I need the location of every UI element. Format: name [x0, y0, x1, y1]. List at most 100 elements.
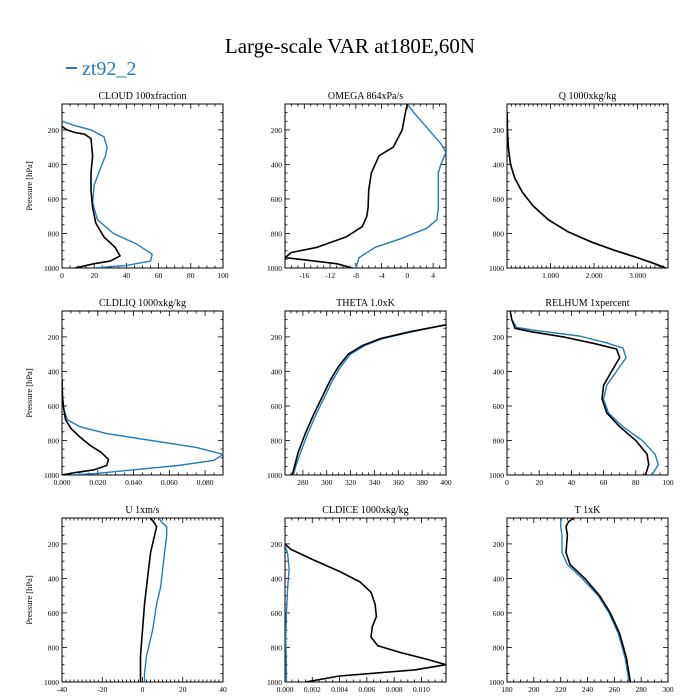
y-tick-label: 800 — [48, 436, 60, 445]
panel-title: RELHUM 1xpercent — [545, 298, 629, 309]
series-line-zt92-2 — [509, 311, 659, 475]
x-tick-label: 260 — [609, 685, 621, 694]
x-tick-label: -8 — [353, 271, 359, 280]
x-tick-label: 60 — [155, 271, 163, 280]
y-tick-label: 800 — [493, 229, 505, 238]
plot-frame — [61, 310, 224, 476]
plot-frame — [284, 310, 447, 476]
chart-panel: OMEGA 864xPa/s 200 400 600 800 1000 -16 -12 -8 -4… — [267, 91, 447, 280]
x-tick-label: 0.004 — [331, 685, 348, 694]
x-tick-label: 340 — [369, 478, 381, 487]
y-tick-label: 800 — [493, 436, 505, 445]
y-tick-label: 400 — [493, 367, 505, 376]
y-tick-label: 400 — [48, 367, 60, 376]
x-tick-label: 0 — [505, 478, 509, 487]
series-line-reference — [509, 311, 650, 475]
y-tick-label: 1000 — [489, 471, 504, 480]
series-line-zt92-2 — [285, 543, 290, 682]
y-tick-label: 1000 — [267, 264, 282, 273]
x-tick-label: 380 — [417, 478, 429, 487]
x-tick-label: 100 — [217, 271, 229, 280]
series-line-zt92-2 — [62, 120, 153, 268]
x-tick-label: 40 — [123, 271, 131, 280]
x-tick-label: 0 — [405, 271, 409, 280]
x-tick-label: 1.000 — [542, 271, 559, 280]
panel-title: OMEGA 864xPa/s — [328, 91, 403, 102]
x-tick-label: 200 — [528, 685, 540, 694]
plot-frame — [284, 103, 447, 269]
y-tick-label: 600 — [48, 609, 60, 618]
x-tick-label: -20 — [97, 685, 107, 694]
x-tick-label: -12 — [325, 271, 335, 280]
y-tick-label: 400 — [493, 160, 505, 169]
panel-title: T 1xK — [575, 505, 601, 516]
x-tick-label: 80 — [632, 478, 640, 487]
y-tick-label: 600 — [271, 195, 283, 204]
x-tick-label: 180 — [501, 685, 513, 694]
panel-title: CLOUD 100xfraction — [98, 91, 186, 102]
y-tick-label: 600 — [493, 402, 505, 411]
y-tick-label: 1000 — [267, 678, 282, 687]
x-tick-label: 3.000 — [629, 271, 646, 280]
y-tick-label: 600 — [48, 195, 60, 204]
chart-panel: CLOUD 100xfraction2004006008001000Pressu… — [24, 91, 229, 280]
page-title: Large-scale VAR at180E,60N — [224, 34, 476, 58]
x-tick-label: 320 — [345, 478, 357, 487]
panel-title: CLDLIQ 1000xkg/kg — [99, 298, 186, 309]
plot-frame — [61, 517, 224, 683]
y-tick-label: 1000 — [44, 264, 59, 273]
x-tick-label: 0.008 — [386, 685, 403, 694]
series-line-reference — [62, 125, 121, 268]
y-axis-label: Pressure [hPa] — [24, 368, 34, 418]
chart-panel: Q 1000xkg/kg 200 400 600 800 1000 1.000 2.000 3.… — [489, 91, 669, 280]
x-tick-label: 2.000 — [586, 271, 603, 280]
panel-title: U 1xm/s — [125, 505, 159, 516]
x-tick-label: 40 — [219, 685, 227, 694]
y-tick-label: 800 — [271, 436, 283, 445]
x-tick-label: -4 — [378, 271, 384, 280]
x-tick-label: 0.000 — [54, 478, 71, 487]
y-tick-label: 600 — [493, 195, 505, 204]
y-tick-label: 200 — [493, 126, 505, 135]
series-line-zt92-2 — [560, 518, 630, 682]
series-line-reference — [62, 380, 110, 475]
x-tick-label: 0 — [141, 685, 145, 694]
y-tick-label: 400 — [271, 574, 283, 583]
y-tick-label: 200 — [271, 126, 283, 135]
x-tick-label: 280 — [636, 685, 648, 694]
y-tick-label: 400 — [48, 574, 60, 583]
y-tick-label: 800 — [271, 229, 283, 238]
y-tick-label: 1000 — [267, 471, 282, 480]
y-tick-label: 1000 — [44, 471, 59, 480]
y-tick-label: 200 — [48, 333, 60, 342]
x-tick-label: 300 — [321, 478, 333, 487]
chart-panel: CLDLIQ 1000xkg/kg 200 400 600 800 1000 Pressur… — [24, 298, 224, 487]
y-tick-label: 800 — [48, 229, 60, 238]
y-tick-label: 1000 — [489, 678, 504, 687]
plot-frame — [506, 517, 669, 683]
x-tick-label: -40 — [57, 685, 67, 694]
series-line-reference — [291, 324, 446, 475]
x-tick-label: 280 — [297, 478, 309, 487]
series-line-zt92-2 — [62, 380, 223, 475]
y-tick-label: 800 — [493, 643, 505, 652]
y-tick-label: 200 — [271, 333, 283, 342]
legend: zt92_2 — [66, 58, 136, 81]
x-tick-label: 0.040 — [125, 478, 142, 487]
x-tick-label: 0.020 — [89, 478, 106, 487]
series-line-zt92-2 — [507, 112, 665, 268]
x-tick-label: 40 — [568, 478, 576, 487]
x-tick-label: 240 — [582, 685, 594, 694]
y-tick-label: 800 — [271, 643, 283, 652]
y-tick-label: 600 — [48, 402, 60, 411]
panel-title: THETA 1.0xK — [336, 298, 395, 309]
x-tick-label: -16 — [299, 271, 309, 280]
series-line-reference — [285, 104, 409, 268]
y-tick-label: 1000 — [44, 678, 59, 687]
x-tick-label: 60 — [600, 478, 608, 487]
y-tick-label: 200 — [48, 126, 60, 135]
y-tick-label: 800 — [48, 643, 60, 652]
y-tick-label: 600 — [493, 609, 505, 618]
